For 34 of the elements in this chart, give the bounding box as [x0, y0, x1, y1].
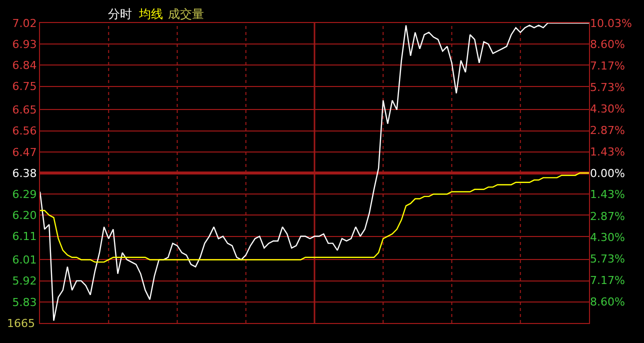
line-series [40, 23, 589, 322]
y2-tick-label: 8.60% [590, 38, 625, 52]
y2-tick-label: 4.30% [590, 231, 625, 244]
y-tick-label: 5.83 [12, 296, 37, 309]
text: 均线 [138, 7, 163, 21]
y2-tick-label: 4.30% [590, 102, 625, 116]
y-tick-label: 7.02 [12, 16, 37, 30]
text: 成交量 [168, 7, 204, 21]
text: 1665 [7, 317, 35, 330]
y2-tick-label: 2.87% [590, 124, 625, 137]
y-tick-label: 6.47 [12, 146, 37, 159]
line-series [40, 172, 589, 263]
y-tick-label: 6.29 [12, 188, 37, 201]
y2-tick-label: 7.17% [590, 60, 625, 73]
y-tick-label: 6.01 [12, 254, 37, 267]
y-tick-label: 5.92 [12, 274, 37, 288]
y-tick-label: 6.84 [12, 59, 37, 72]
y2-tick-label: 10.03% [590, 16, 632, 30]
y2-tick-label: 1.43% [590, 188, 625, 202]
y2-tick-label: 5.73% [590, 252, 625, 266]
y-tick-label: 6.20 [12, 209, 37, 222]
y-tick-label: 6.93 [12, 38, 37, 51]
y-tick-label: 6.75 [12, 80, 37, 94]
y2-tick-label: 8.60% [590, 295, 625, 308]
y-tick-label: 6.11 [12, 230, 37, 244]
y2-tick-label: 2.87% [590, 210, 625, 223]
y2-tick-label: 7.17% [590, 274, 625, 288]
y2-tick-label: 1.43% [590, 145, 625, 158]
y-tick-label: 6.65 [12, 104, 37, 117]
y2-tick-label: 5.73% [590, 81, 625, 94]
y-tick-label: 6.38 [12, 166, 37, 180]
y2-tick-label: 0.00% [590, 166, 625, 180]
y-tick-label: 6.56 [12, 124, 37, 138]
text: 分时 [108, 7, 132, 21]
